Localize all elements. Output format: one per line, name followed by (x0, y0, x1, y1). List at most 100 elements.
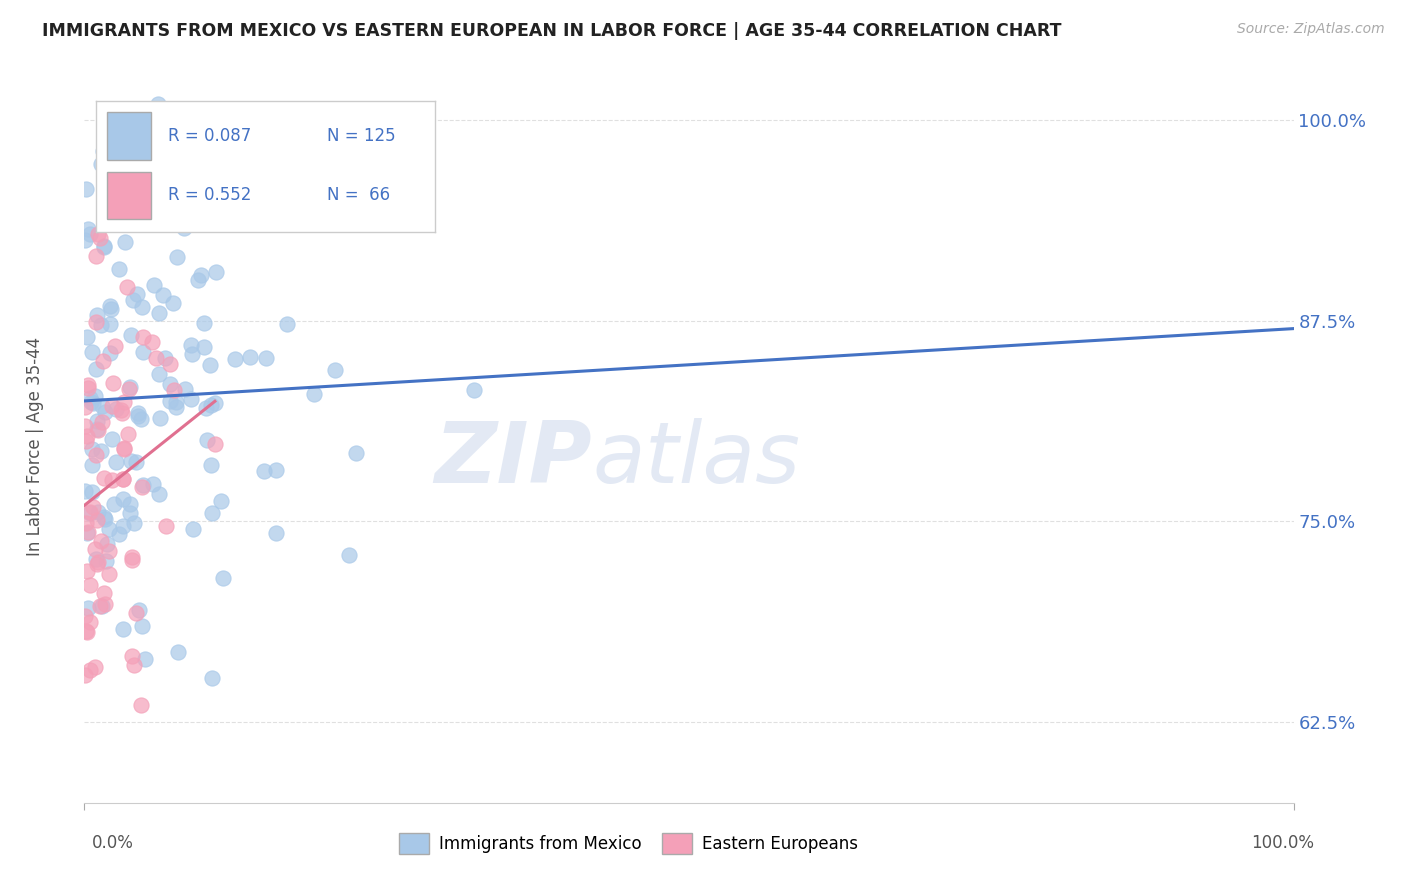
Point (204, 396, 226, 410)
Point (337, 548, 360, 562)
Point (264, 463, 287, 477)
Point (190, 268, 212, 283)
Point (86, 558, 108, 572)
Point (181, 522, 204, 536)
Point (131, 698, 153, 712)
Point (141, 334, 163, 349)
Point (73, 233, 96, 247)
Point (96, 537, 118, 551)
Text: 0.0%: 0.0% (91, 834, 134, 852)
Point (148, 305, 170, 319)
Point (73, 400, 96, 414)
Point (110, 403, 132, 417)
Point (73, 667, 96, 681)
Point (120, 328, 142, 343)
Point (93, 512, 115, 526)
Legend: Immigrants from Mexico, Eastern Europeans: Immigrants from Mexico, Eastern European… (392, 827, 865, 860)
Point (77, 381, 100, 395)
Text: In Labor Force | Age 35-44: In Labor Force | Age 35-44 (27, 336, 44, 556)
Point (101, 400, 124, 414)
Point (76, 565, 98, 579)
Point (82, 485, 104, 500)
Point (180, 392, 202, 406)
Point (84, 315, 107, 329)
Point (142, 476, 165, 491)
Point (201, 506, 224, 520)
Point (211, 571, 233, 585)
Point (90, 415, 112, 429)
Point (80, 395, 103, 409)
Point (83, 542, 105, 557)
Point (110, 152, 132, 166)
Point (77, 222, 100, 236)
Point (100, 432, 122, 446)
Point (76, 429, 98, 443)
Point (122, 658, 145, 673)
Point (180, 347, 202, 361)
Point (82, 396, 104, 410)
Point (239, 350, 262, 364)
Point (131, 300, 153, 314)
Point (180, 338, 202, 352)
Point (91, 353, 114, 368)
Point (73, 608, 96, 623)
Point (84, 249, 107, 263)
Point (125, 454, 148, 468)
Point (77, 378, 100, 392)
Point (166, 250, 188, 264)
Point (111, 519, 134, 533)
Point (117, 280, 139, 294)
Point (90, 534, 112, 549)
Point (75, 516, 97, 530)
Point (93, 240, 115, 254)
Point (111, 406, 134, 420)
Point (93, 598, 115, 612)
Point (209, 494, 232, 508)
Point (98, 544, 121, 558)
Point (114, 235, 136, 249)
Point (114, 442, 136, 456)
Point (90, 444, 112, 458)
Point (264, 525, 287, 540)
Point (131, 480, 153, 494)
Point (128, 603, 150, 617)
Point (97, 566, 120, 581)
Point (94, 554, 117, 568)
Point (148, 487, 170, 501)
Point (87, 555, 110, 569)
Point (76, 524, 98, 539)
Point (193, 316, 215, 330)
Point (107, 527, 129, 541)
Point (163, 383, 186, 397)
Point (195, 401, 218, 416)
Point (122, 293, 145, 307)
Point (118, 382, 141, 396)
Text: atlas: atlas (592, 417, 800, 500)
Point (112, 472, 135, 486)
Point (125, 181, 148, 195)
Point (87, 423, 110, 437)
Point (82, 500, 104, 515)
Point (76, 600, 98, 615)
Point (73, 484, 96, 499)
Point (134, 652, 156, 666)
Point (100, 302, 122, 317)
Point (104, 339, 127, 353)
Point (122, 516, 145, 531)
Point (98, 522, 121, 536)
Point (94, 405, 117, 419)
Point (114, 212, 136, 227)
Point (118, 497, 141, 511)
Point (145, 351, 167, 365)
Point (193, 340, 215, 354)
Point (79, 578, 101, 592)
Point (131, 165, 153, 179)
Point (103, 497, 125, 511)
Point (86, 414, 108, 428)
Point (201, 671, 224, 685)
Point (86, 362, 108, 376)
Point (93, 509, 115, 524)
Point (111, 491, 134, 506)
Point (105, 402, 128, 417)
Point (304, 386, 326, 401)
